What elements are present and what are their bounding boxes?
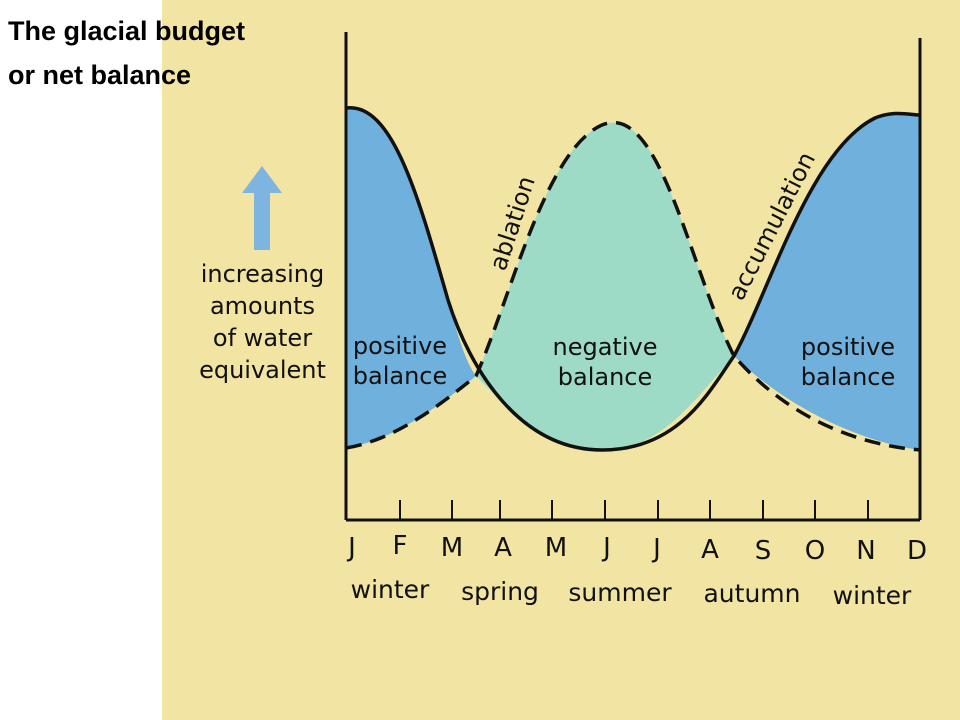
season-label: autumn <box>703 579 800 608</box>
y-axis-label-line: increasing <box>200 260 325 288</box>
month-ticks <box>399 500 869 520</box>
negative-balance-region <box>476 122 734 450</box>
negative-balance-label: balance <box>558 363 653 391</box>
positive-balance-right-region <box>734 113 920 450</box>
month-label: N <box>856 536 875 566</box>
up-arrow-icon <box>242 166 282 250</box>
month-label: F <box>393 531 408 561</box>
season-label: winter <box>833 581 912 610</box>
slide-title-line-1: The glacial budget <box>8 16 246 46</box>
month-label: J <box>601 533 611 563</box>
positive-balance-left-label: balance <box>353 362 448 390</box>
y-axis-label-line: of water <box>212 324 313 352</box>
slide-title-line-2: or net balance <box>8 60 192 90</box>
positive-balance-left-label: positive <box>353 332 447 360</box>
month-label: J <box>651 534 661 564</box>
season-label: spring <box>461 577 539 606</box>
positive-balance-right-label: positive <box>801 333 895 361</box>
month-label: M <box>545 533 567 563</box>
season-label: winter <box>351 575 430 604</box>
y-axis-label-line: amounts <box>209 292 316 320</box>
month-label: S <box>755 536 772 566</box>
accumulation-curve <box>345 106 921 452</box>
positive-balance-left-region <box>346 107 476 449</box>
y-axis-label-line: equivalent <box>199 356 326 384</box>
month-label: A <box>494 533 512 563</box>
month-label: O <box>805 536 825 566</box>
month-label: A <box>701 535 719 565</box>
ablation-curve <box>345 120 921 452</box>
month-label: M <box>441 533 463 563</box>
month-label: D <box>907 536 927 566</box>
positive-balance-right-label: balance <box>801 363 896 391</box>
negative-balance-label: negative <box>553 333 658 361</box>
month-label: J <box>346 533 356 563</box>
season-label: summer <box>568 578 672 607</box>
